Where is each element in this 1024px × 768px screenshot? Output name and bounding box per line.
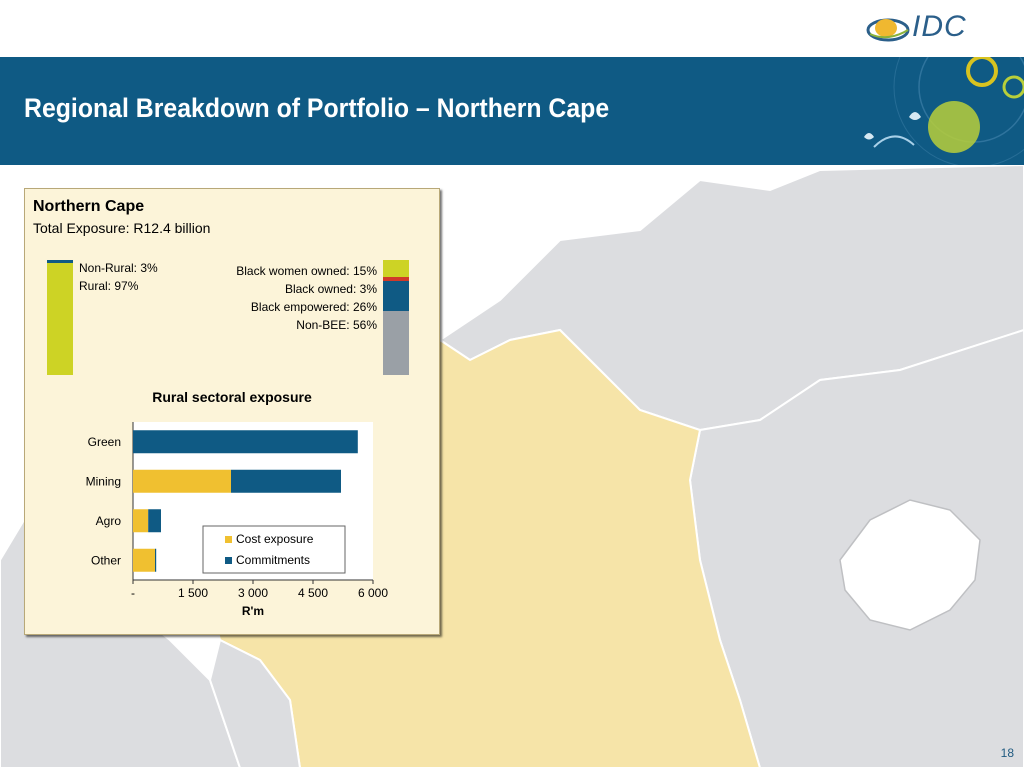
x-axis-label: R'm (242, 604, 264, 618)
idc-logo: IDC (866, 10, 1006, 50)
x-tick-label: 3 000 (238, 586, 268, 600)
bar-mining-series-0 (133, 469, 231, 493)
ownership-label-black-women-owned: Black women owned: 15% (236, 264, 377, 278)
rural-sectoral-exposure-chart: Green Mining Agro Other - 1 500 3 000 4 500 6 00… (86, 422, 388, 618)
y-tick-label: Other (91, 553, 121, 567)
bar-green-series-1 (133, 430, 358, 454)
ownership-label-black-owned: Black owned: 3% (284, 282, 377, 296)
page-title: Regional Breakdown of Portfolio – Northe… (24, 93, 610, 123)
decorative-swirl-graphic (864, 57, 1024, 165)
y-tick-label: Agro (96, 514, 122, 528)
chart-legend (202, 525, 346, 574)
ownership-segment-non-bee (383, 310, 409, 375)
ownership-split-labels: Black women owned: 15% Black owned: 3% B… (236, 262, 377, 334)
x-tick-label: 4 500 (298, 586, 328, 600)
location-segment-rural (47, 263, 73, 375)
y-tick-label: Green (88, 435, 121, 449)
legend-label: Cost exposure (236, 532, 314, 546)
region-name: Northern Cape (33, 198, 145, 215)
location-label-non-rural: Non-Rural: 3% (79, 261, 158, 275)
bar-other-series-1 (155, 548, 157, 572)
logo-text: IDC (912, 10, 967, 43)
title-banner: Regional Breakdown of Portfolio – Northe… (0, 57, 1024, 165)
bar-other-series-0 (133, 548, 155, 572)
ownership-split-bar (383, 260, 409, 375)
x-tick-label: 6 000 (358, 586, 388, 600)
page-number: 18 (1000, 746, 1014, 760)
location-split-labels: Non-Rural: 3% Rural: 97% (79, 259, 158, 295)
map-region-lesotho (839, 499, 981, 631)
legend-swatch (225, 557, 232, 564)
bar-agro-series-1 (148, 509, 161, 533)
region-info-panel: Northern Cape Total Exposure: R12.4 bill… (24, 188, 440, 635)
ownership-segment-black-empowered (383, 280, 409, 311)
total-exposure: Total Exposure: R12.4 billion (33, 220, 211, 236)
legend-label: Commitments (236, 553, 310, 567)
idc-swirl-icon (866, 18, 910, 42)
legend-swatch (225, 536, 232, 543)
ownership-label-non-bee: Non-BEE: 56% (296, 318, 377, 332)
location-label-rural: Rural: 97% (79, 279, 139, 293)
y-tick-label: Mining (86, 474, 121, 488)
ownership-segment-black-women-owned (383, 260, 409, 278)
location-segment-non-rural (47, 260, 73, 264)
chart-title: Rural sectoral exposure (152, 389, 312, 405)
map-region-southwest (208, 638, 302, 768)
ownership-label-black-empowered: Black empowered: 26% (250, 300, 377, 314)
ownership-segment-black-owned (383, 277, 409, 281)
location-split-bar (47, 260, 73, 375)
x-tick-label: 1 500 (178, 586, 208, 600)
bar-agro-series-0 (133, 509, 149, 533)
bar-mining-series-1 (231, 469, 341, 493)
x-tick-label: - (131, 586, 135, 600)
